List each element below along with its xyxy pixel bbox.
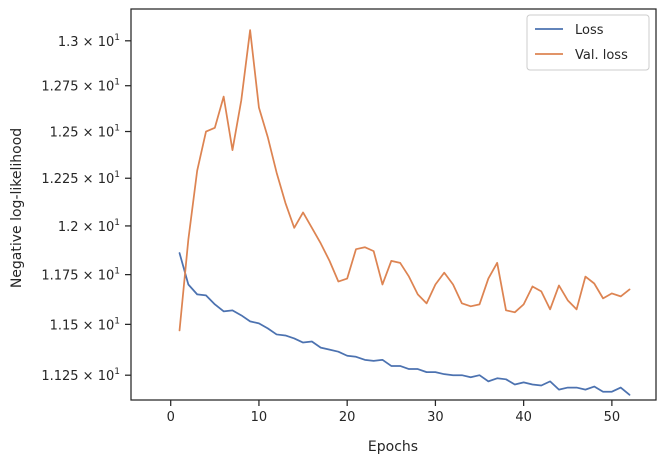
legend-label-loss: Loss (575, 23, 604, 38)
y-tick-base: 10 (98, 35, 115, 50)
y-tick-mantissa: 1.225 (41, 172, 78, 187)
y-tick-times: × (79, 126, 98, 141)
y-tick-base: 10 (98, 369, 115, 384)
y-tick-mantissa: 1.125 (41, 369, 78, 384)
y-tick-times: × (79, 318, 98, 333)
y-tick-exponent: 1 (114, 316, 120, 326)
y-tick-times: × (79, 172, 98, 187)
x-tick-label: 0 (167, 410, 175, 425)
y-tick-exponent: 1 (114, 78, 120, 88)
y-tick-times: × (79, 80, 98, 95)
y-tick-exponent: 1 (114, 218, 120, 228)
x-tick-label: 10 (251, 410, 268, 425)
y-axis-label: Negative log-likelihood (9, 128, 25, 288)
y-tick-exponent: 1 (114, 267, 120, 277)
y-tick-base: 10 (98, 269, 115, 284)
x-tick-label: 40 (515, 410, 532, 425)
y-tick-label: 1.275 × 101 (41, 78, 120, 95)
y-tick-exponent: 1 (114, 33, 120, 43)
plot-area (178, 29, 631, 396)
x-tick-label: 20 (339, 410, 356, 425)
y-tick-base: 10 (98, 80, 115, 95)
y-tick-exponent: 1 (114, 367, 120, 377)
y-tick-label: 1.125 × 101 (41, 367, 120, 384)
y-tick-mantissa: 1.3 (58, 35, 79, 50)
y-tick-base: 10 (98, 126, 115, 141)
x-tick-label: 50 (604, 410, 621, 425)
y-tick-base: 10 (98, 172, 115, 187)
y-tick-label: 1.175 × 101 (41, 267, 120, 284)
y-tick-mantissa: 1.2 (58, 220, 79, 235)
y-tick-exponent: 1 (114, 170, 120, 180)
x-axis: 0 10 20 30 40 50 (167, 400, 621, 425)
axes-frame (130, 8, 657, 401)
y-tick-mantissa: 1.175 (41, 269, 78, 284)
y-tick-base: 10 (98, 220, 115, 235)
y-tick-mantissa: 1.25 (50, 126, 79, 141)
y-tick-label: 1.225 × 101 (41, 170, 120, 187)
series-line-val-loss (178, 29, 631, 332)
y-tick-times: × (79, 220, 98, 235)
y-tick-base: 10 (98, 318, 115, 333)
y-tick-label: 1.3 × 101 (58, 33, 120, 50)
legend-label-val-loss: Val. loss (575, 48, 628, 63)
series-line-loss (178, 252, 631, 396)
y-tick-times: × (79, 35, 98, 50)
y-tick-times: × (79, 369, 98, 384)
x-tick-label: 30 (427, 410, 444, 425)
y-tick-label: 1.25 × 101 (50, 124, 120, 141)
y-tick-label: 1.15 × 101 (50, 316, 120, 333)
legend: Loss Val. loss (526, 14, 650, 71)
y-tick-times: × (79, 269, 98, 284)
y-tick-mantissa: 1.275 (41, 80, 78, 95)
x-axis-label: Epochs (368, 439, 418, 455)
y-tick-mantissa: 1.15 (50, 318, 79, 333)
y-tick-label: 1.2 × 101 (58, 218, 120, 235)
y-tick-exponent: 1 (114, 124, 120, 134)
